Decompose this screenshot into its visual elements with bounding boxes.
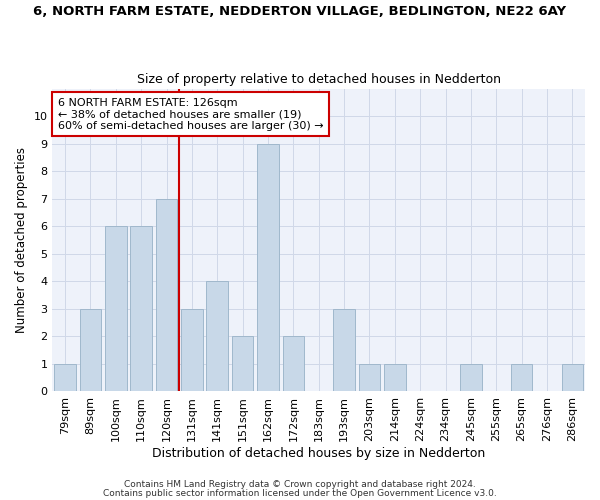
Bar [232, 336, 253, 392]
Bar [257, 144, 279, 392]
Bar [359, 364, 380, 392]
Bar [511, 364, 532, 392]
Bar [105, 226, 127, 392]
X-axis label: Distribution of detached houses by size in Nedderton: Distribution of detached houses by size … [152, 447, 485, 460]
Text: 6 NORTH FARM ESTATE: 126sqm
← 38% of detached houses are smaller (19)
60% of sem: 6 NORTH FARM ESTATE: 126sqm ← 38% of det… [58, 98, 323, 131]
Bar [562, 364, 583, 392]
Bar [80, 309, 101, 392]
Bar [333, 309, 355, 392]
Y-axis label: Number of detached properties: Number of detached properties [15, 147, 28, 333]
Bar [181, 309, 203, 392]
Bar [384, 364, 406, 392]
Bar [283, 336, 304, 392]
Bar [55, 364, 76, 392]
Text: Contains public sector information licensed under the Open Government Licence v3: Contains public sector information licen… [103, 488, 497, 498]
Bar [206, 282, 228, 392]
Title: Size of property relative to detached houses in Nedderton: Size of property relative to detached ho… [137, 73, 501, 86]
Bar [130, 226, 152, 392]
Text: Contains HM Land Registry data © Crown copyright and database right 2024.: Contains HM Land Registry data © Crown c… [124, 480, 476, 489]
Bar [460, 364, 482, 392]
Bar [156, 198, 178, 392]
Text: 6, NORTH FARM ESTATE, NEDDERTON VILLAGE, BEDLINGTON, NE22 6AY: 6, NORTH FARM ESTATE, NEDDERTON VILLAGE,… [34, 5, 566, 18]
